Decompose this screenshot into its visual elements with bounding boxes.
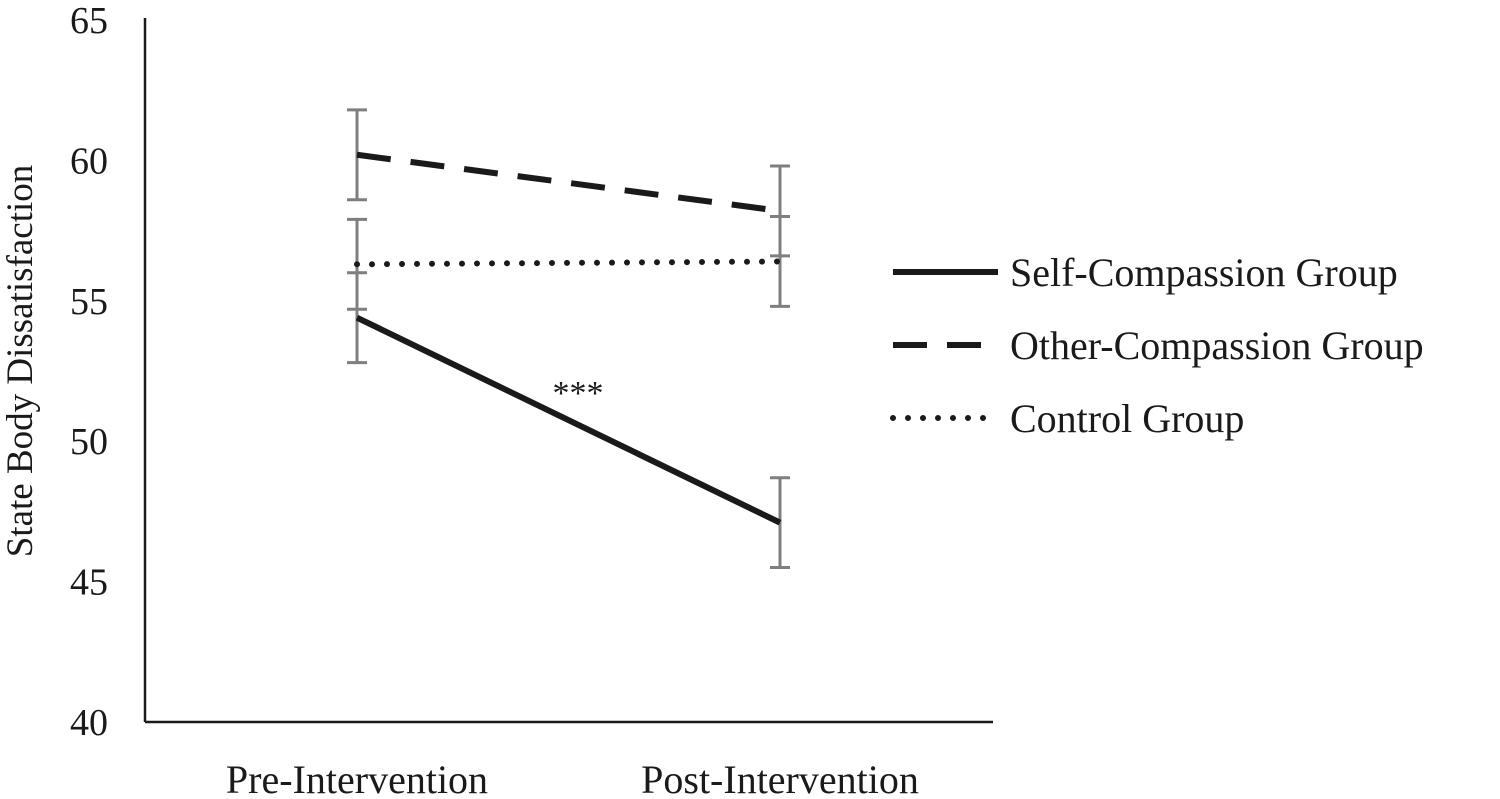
annotations: *** [553, 375, 604, 412]
x-tick-label: Post-Intervention [641, 757, 919, 794]
legend-label: Control Group [1010, 396, 1244, 441]
error-bars [347, 108, 790, 570]
y-tick-label: 55 [70, 281, 108, 323]
x-tick-label: Pre-Intervention [226, 757, 488, 794]
significance-annotation: *** [553, 375, 604, 412]
series-line-self-compassion-group [355, 314, 782, 526]
y-tick-label: 60 [70, 140, 108, 182]
legend-label: Self-Compassion Group [1010, 250, 1398, 295]
legend-label: Other-Compassion Group [1010, 323, 1424, 368]
legend: Self-Compassion Group Other-Compassion Gr… [890, 250, 1424, 441]
y-tick-label: 45 [70, 562, 108, 604]
y-tick-label: 50 [70, 421, 108, 463]
series-lines [354, 151, 783, 526]
series-line-control-group [354, 258, 783, 268]
series-line-other-compassion-group [356, 151, 781, 214]
axes-layer: 40 45 50 55 60 65 Pre-Intervention Post-Interve… [0, 0, 993, 799]
y-tick-label: 40 [70, 702, 108, 744]
y-tick-label: 65 [70, 0, 108, 42]
y-axis-title: State Body Dissatisfaction [0, 165, 41, 558]
